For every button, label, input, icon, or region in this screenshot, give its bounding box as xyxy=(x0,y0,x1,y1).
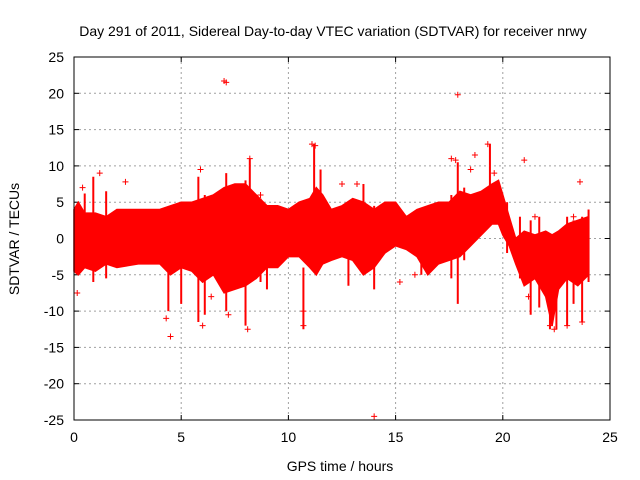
data-point xyxy=(546,322,553,329)
data-point xyxy=(244,326,251,333)
x-axis-label: GPS time / hours xyxy=(287,458,394,474)
plot-frame xyxy=(73,56,611,421)
y-tick-label: 20 xyxy=(48,85,64,101)
data-point xyxy=(246,155,253,162)
data-point xyxy=(448,155,455,162)
data-point xyxy=(163,315,170,322)
data-point xyxy=(167,333,174,340)
data-point xyxy=(371,413,378,420)
data-point xyxy=(467,166,474,173)
y-tick-label: 10 xyxy=(48,158,64,174)
chart-title: Day 291 of 2011, Sidereal Day-to-day VTE… xyxy=(79,23,587,39)
y-tick-label: 15 xyxy=(48,122,64,138)
data-point xyxy=(564,322,571,329)
data-point xyxy=(354,181,361,188)
y-tick-label: 25 xyxy=(48,49,64,65)
data-point xyxy=(122,178,129,185)
data-band xyxy=(73,179,590,326)
y-tick-label: 0 xyxy=(56,231,64,247)
data-point xyxy=(300,308,307,315)
data-point xyxy=(396,279,403,286)
data-point xyxy=(308,141,315,148)
data-point xyxy=(454,91,461,98)
data-point xyxy=(79,184,86,191)
data-point xyxy=(411,271,418,278)
y-tick-label: -25 xyxy=(44,412,64,428)
data-point xyxy=(579,318,586,325)
data-point xyxy=(531,213,538,220)
data-series xyxy=(73,77,590,420)
data-point xyxy=(197,166,204,173)
y-tick-label: -15 xyxy=(44,339,64,355)
data-point xyxy=(74,289,81,296)
data-point xyxy=(257,191,264,198)
y-tick-label: -5 xyxy=(52,267,65,283)
data-point xyxy=(525,293,532,300)
data-point xyxy=(576,178,583,185)
data-point xyxy=(521,157,528,164)
data-point xyxy=(223,79,230,86)
data-point xyxy=(199,322,206,329)
data-point xyxy=(570,213,577,220)
y-axis-label: SDTVAR / TECUs xyxy=(6,183,22,295)
data-point xyxy=(312,142,319,149)
data-point xyxy=(96,170,103,177)
data-point xyxy=(300,322,307,329)
data-point xyxy=(484,141,491,148)
x-tick-label: 0 xyxy=(70,429,78,445)
data-point xyxy=(452,157,459,164)
x-tick-label: 10 xyxy=(281,429,297,445)
y-tick-label: -20 xyxy=(44,376,64,392)
x-tick-label: 20 xyxy=(495,429,511,445)
data-point xyxy=(208,293,215,300)
data-point xyxy=(491,170,498,177)
x-tick-label: 5 xyxy=(177,429,185,445)
x-tick-label: 15 xyxy=(388,429,404,445)
data-point xyxy=(339,181,345,188)
data-point xyxy=(471,152,478,159)
y-tick-label: 5 xyxy=(56,194,64,210)
data-point xyxy=(225,311,232,318)
data-point xyxy=(551,326,558,333)
y-tick-label: -10 xyxy=(44,303,64,319)
x-tick-label: 25 xyxy=(602,429,618,445)
